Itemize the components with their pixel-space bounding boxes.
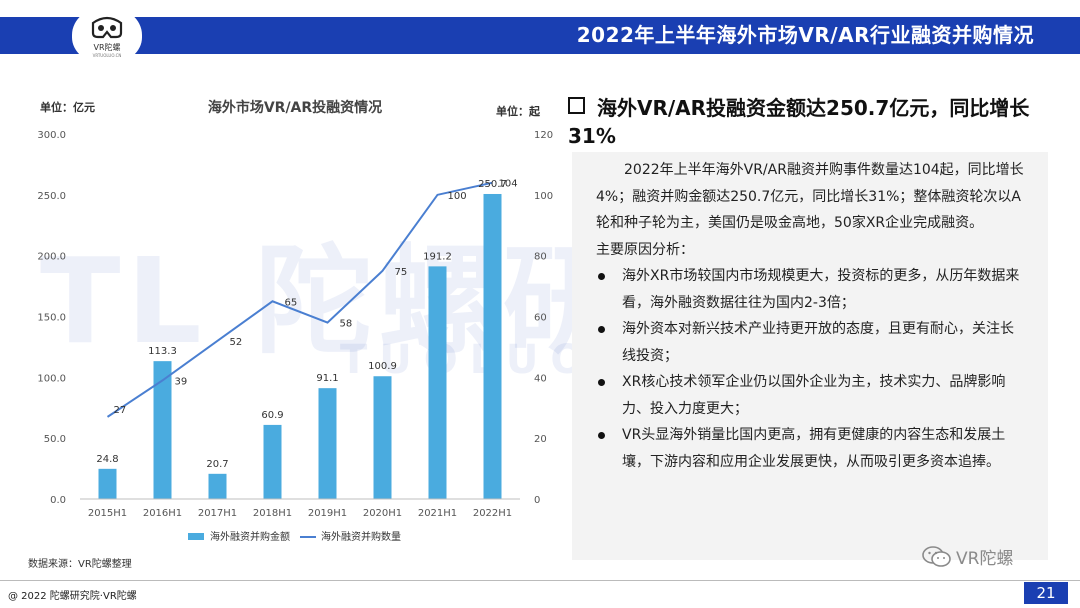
- legend-line-label: 海外融资并购数量: [321, 530, 401, 543]
- x-tick-label: 2015H1: [88, 508, 127, 519]
- line-data-label: 104: [499, 179, 518, 190]
- line-data-label: 52: [230, 337, 243, 348]
- wechat-badge: VR陀螺: [922, 544, 1013, 569]
- y-right-tick-label: 100: [534, 191, 553, 202]
- analysis-panel: [572, 152, 1048, 560]
- line-data-label: 65: [285, 297, 298, 308]
- logo: VR陀螺 VRTUOLUO.CN: [72, 6, 142, 64]
- logo-subtext: VRTUOLUO.CN: [92, 52, 122, 58]
- wechat-icon: [922, 545, 951, 567]
- bar: [208, 473, 227, 499]
- series-line: [106, 181, 493, 418]
- legend-bar-swatch: [188, 533, 204, 540]
- x-tick-label: 2019H1: [308, 508, 347, 519]
- y-left-tick-label: 0.0: [50, 495, 66, 506]
- y-left-tick-label: 300.0: [37, 130, 66, 141]
- y-right-tick-label: 40: [534, 373, 547, 384]
- y-left-tick-label: 250.0: [37, 191, 66, 202]
- footer-copyright: @ 2022 陀螺研究院·VR陀螺: [8, 591, 137, 602]
- investment-chart: 海外市场VR/AR投融资情况 单位：亿元 单位：起 0.0 50.0 100.0 15…: [37, 99, 553, 543]
- footer-divider: [0, 580, 1080, 581]
- y-right-tick-label: 0: [534, 495, 540, 506]
- line-data-label: 100: [448, 191, 467, 202]
- bar-data-label: 91.1: [316, 373, 338, 384]
- x-tick-label: 2022H1: [473, 508, 512, 519]
- legend-bar-label: 海外融资并购金额: [210, 530, 290, 543]
- bar-data-label: 100.9: [368, 361, 397, 372]
- chart-title: 海外市场VR/AR投融资情况: [208, 99, 382, 116]
- bar: [373, 376, 392, 499]
- line-data-label: 27: [114, 405, 127, 416]
- checkbox-square-icon: [568, 97, 585, 114]
- right-axis-unit: 单位：起: [496, 104, 541, 118]
- bar-data-label: 250.7: [478, 179, 507, 190]
- y-left-tick-label: 100.0: [37, 373, 66, 384]
- x-tick-label: 2018H1: [253, 508, 292, 519]
- x-tick-label: 2021H1: [418, 508, 457, 519]
- y-right-tick-label: 80: [534, 252, 547, 263]
- intro-paragraph: 2022年上半年海外VR/AR融资并购事件数量达104起，同比增长4%；融资并购…: [596, 162, 1024, 231]
- left-axis-unit: 单位：亿元: [40, 100, 95, 114]
- x-tick-label: 2016H1: [143, 508, 182, 519]
- logo-text: VR陀螺: [93, 42, 121, 52]
- line-data-label: 75: [395, 267, 408, 278]
- wechat-account-name: VR陀螺: [956, 549, 1014, 569]
- bar-data-label: 191.2: [423, 251, 452, 262]
- reason-item: 海外XR市场较国内市场规模更大，投资标的更多，从历年数据来看，海外融资数据往往为…: [596, 263, 1026, 316]
- reason-item: 海外资本对新兴技术产业持更开放的态度，且更有耐心，关注长线投资；: [596, 316, 1026, 369]
- x-tick-label: 2020H1: [363, 508, 402, 519]
- bar-data-label: 113.3: [148, 346, 177, 357]
- line-data-label: 39: [175, 376, 188, 387]
- section-title: 海外VR/AR投融资金额达250.7亿元，同比增长31%: [568, 94, 1054, 150]
- line-data-label: 58: [340, 319, 353, 330]
- x-tick-label: 2017H1: [198, 508, 237, 519]
- bar: [98, 468, 117, 499]
- y-right-tick-label: 60: [534, 313, 547, 324]
- analysis-subheading: 主要原因分析：: [596, 241, 694, 258]
- bar-data-label: 60.9: [261, 410, 283, 421]
- bar: [483, 193, 502, 499]
- bar: [318, 388, 337, 499]
- y-left-tick-label: 150.0: [37, 313, 66, 324]
- reason-item: VR头显海外销量比国内更高，拥有更健康的内容生态和发展土壤，下游内容和应用企业发…: [596, 422, 1026, 475]
- y-right-tick-label: 20: [534, 434, 547, 445]
- page-title: 2022年上半年海外市场VR/AR行业融资并购情况: [576, 23, 1034, 47]
- bar: [263, 424, 282, 499]
- section-title-text: 海外VR/AR投融资金额达250.7亿元，同比增长31%: [568, 96, 1030, 148]
- vr-headset-logo-icon: [91, 16, 123, 38]
- bar: [153, 361, 172, 499]
- header-bar: [0, 17, 1080, 54]
- bar: [428, 266, 447, 499]
- page-number: 21: [1024, 582, 1068, 604]
- y-left-tick-label: 50.0: [44, 434, 66, 445]
- bar-data-label: 20.7: [206, 459, 228, 470]
- reason-item: XR核心技术领军企业仍以国外企业为主，技术实力、品牌影响力、投入力度更大；: [596, 369, 1026, 422]
- analysis-text: 2022年上半年海外VR/AR融资并购事件数量达104起，同比增长4%；融资并购…: [596, 157, 1026, 475]
- y-left-tick-label: 200.0: [37, 252, 66, 263]
- bar-data-label: 24.8: [96, 454, 118, 465]
- reason-list: 海外XR市场较国内市场规模更大，投资标的更多，从历年数据来看，海外融资数据往往为…: [596, 263, 1026, 475]
- y-right-tick-label: 120: [534, 130, 553, 141]
- data-source-note: 数据来源：VR陀螺整理: [28, 559, 132, 570]
